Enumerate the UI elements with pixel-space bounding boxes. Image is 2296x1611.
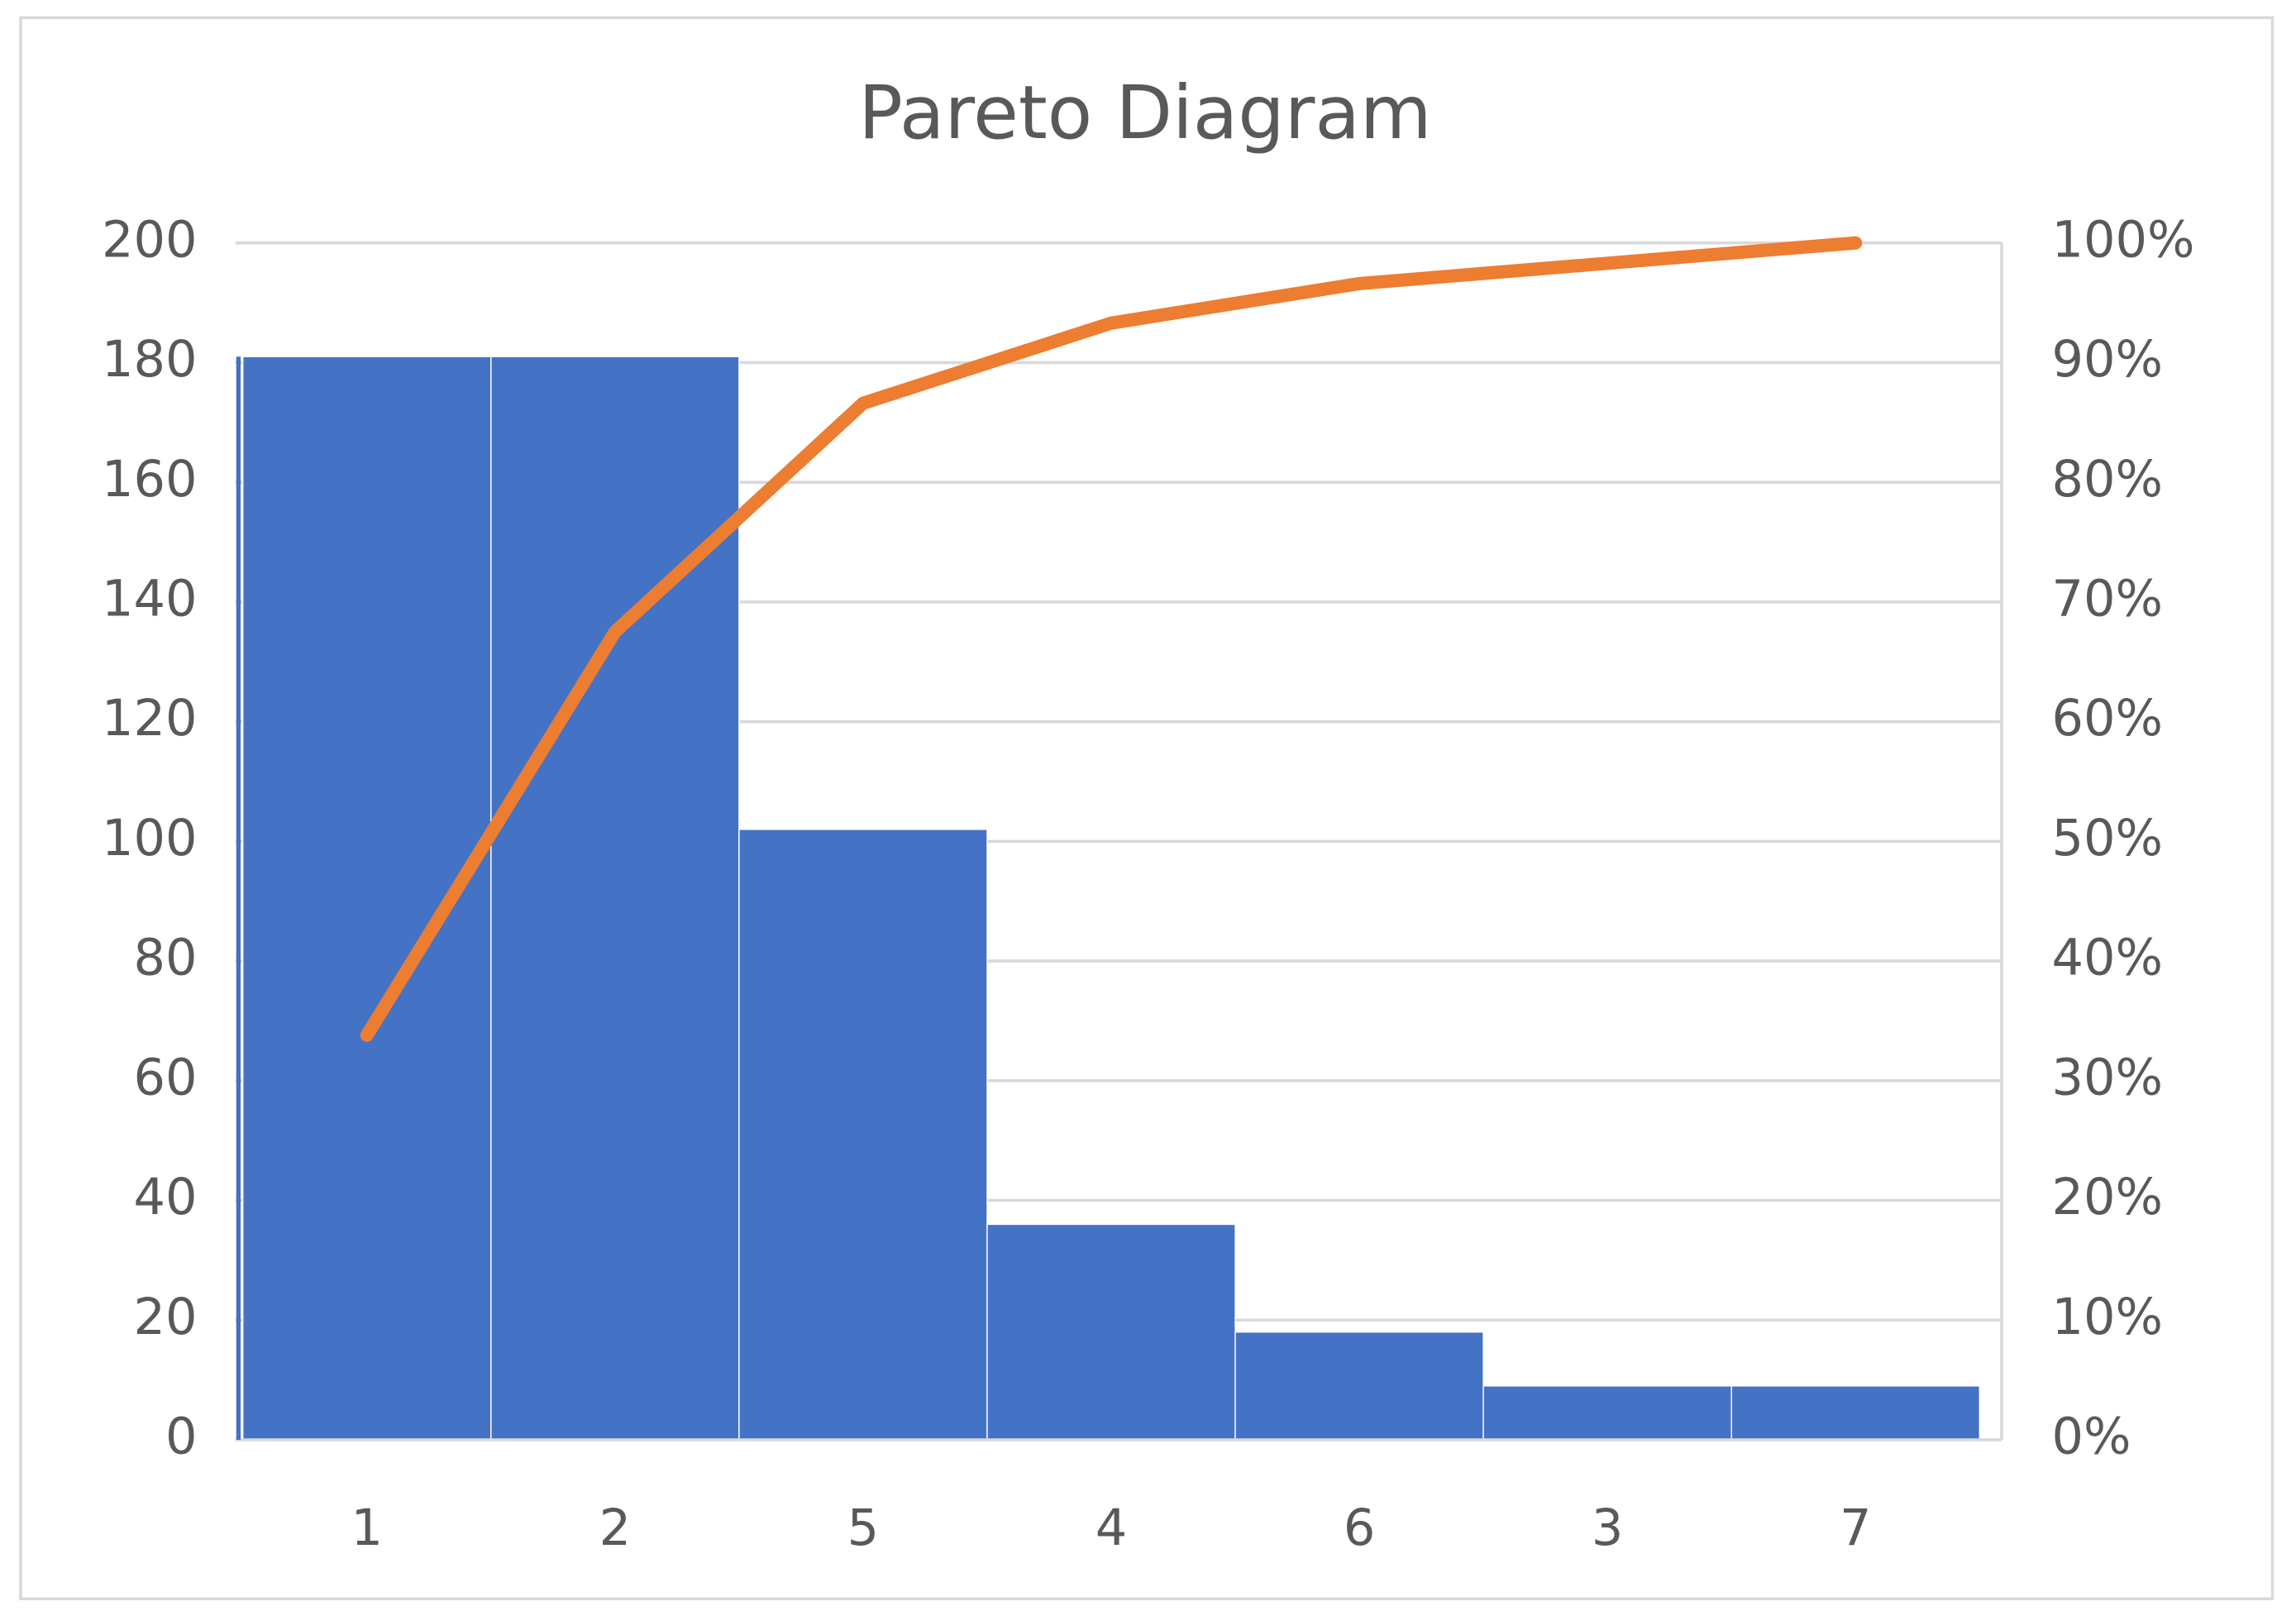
pareto-line (360, 236, 1863, 1042)
y2-tick-label: 40% (2051, 930, 2163, 987)
y2-tick-label: 30% (2051, 1049, 2163, 1107)
y2-tick-label: 90% (2051, 331, 2163, 389)
chart-title: Pareto Diagram (858, 69, 1431, 155)
x-tick-label: 6 (1344, 1499, 1376, 1557)
y2-tick-label: 100% (2051, 211, 2194, 269)
y-tick-label: 100 (102, 810, 198, 868)
y-tick-label: 140 (102, 570, 198, 628)
y2-tick-label: 50% (2051, 810, 2163, 868)
x-tick-label: 1 (351, 1499, 384, 1557)
y2-tick-label: 0% (2051, 1408, 2131, 1466)
bar (1482, 1385, 1732, 1441)
bar (1234, 1331, 1484, 1441)
y-tick-label: 20 (134, 1288, 198, 1346)
bar (986, 1223, 1236, 1441)
x-tick-label: 4 (1095, 1499, 1128, 1557)
y2-tick-label: 20% (2051, 1169, 2163, 1226)
y-tick-label: 40 (134, 1169, 198, 1226)
y2-tick-label: 60% (2051, 690, 2163, 748)
x-tick-label: 7 (1840, 1499, 1872, 1557)
y2-tick-label: 70% (2051, 570, 2163, 628)
bar (738, 829, 988, 1441)
y2-tick-label: 10% (2051, 1288, 2163, 1346)
x-tick-label: 5 (847, 1499, 880, 1557)
bar (1730, 1385, 1980, 1441)
y-tick-label: 120 (102, 690, 198, 748)
y-tick-label: 80 (134, 930, 198, 987)
y-tick-label: 160 (102, 451, 198, 509)
y2-tick-label: 80% (2051, 451, 2163, 509)
bar (490, 356, 740, 1441)
y-tick-label: 180 (102, 331, 198, 389)
x-tick-label: 2 (599, 1499, 632, 1557)
y-tick-label: 0 (165, 1408, 198, 1466)
x-tick-label: 3 (1592, 1499, 1624, 1557)
y-tick-label: 200 (102, 211, 198, 269)
y-tick-label: 60 (134, 1049, 198, 1107)
